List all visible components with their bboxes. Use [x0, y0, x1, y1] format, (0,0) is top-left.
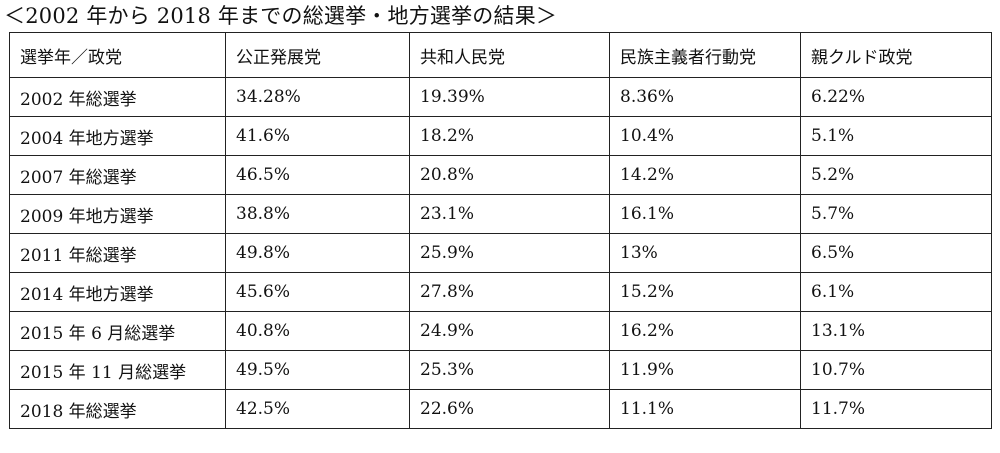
header-election-year: 選挙年／政党 [9, 32, 226, 78]
cell-chp: 25.9% [409, 233, 610, 273]
table-header: 選挙年／政党 公正発展党 共和人民党 民族主義者行動党 親クルド政党 [9, 32, 992, 78]
cell-chp: 24.9% [409, 311, 610, 351]
cell-chp: 23.1% [409, 194, 610, 234]
header-row: 選挙年／政党 公正発展党 共和人民党 民族主義者行動党 親クルド政党 [9, 32, 992, 78]
cell-pro-kurdish: 6.1% [800, 272, 992, 312]
table-row: 2002 年総選挙 34.28% 19.39% 8.36% 6.22% [9, 77, 992, 117]
cell-akp: 38.8% [225, 194, 410, 234]
cell-pro-kurdish: 6.22% [800, 77, 992, 117]
table-row: 2011 年総選挙 49.8% 25.9% 13% 6.5% [9, 233, 992, 273]
cell-chp: 27.8% [409, 272, 610, 312]
cell-pro-kurdish: 5.7% [800, 194, 992, 234]
cell-mhp: 14.2% [609, 155, 801, 195]
table-row: 2009 年地方選挙 38.8% 23.1% 16.1% 5.7% [9, 194, 992, 234]
table-row: 2007 年総選挙 46.5% 20.8% 14.2% 5.2% [9, 155, 992, 195]
cell-chp: 20.8% [409, 155, 610, 195]
cell-election: 2014 年地方選挙 [9, 272, 226, 312]
cell-election: 2002 年総選挙 [9, 77, 226, 117]
cell-akp: 49.8% [225, 233, 410, 273]
table-row: 2015 年 6 月総選挙 40.8% 24.9% 16.2% 13.1% [9, 311, 992, 351]
table-row: 2004 年地方選挙 41.6% 18.2% 10.4% 5.1% [9, 116, 992, 156]
cell-election: 2007 年総選挙 [9, 155, 226, 195]
cell-mhp: 16.1% [609, 194, 801, 234]
cell-chp: 22.6% [409, 389, 610, 429]
cell-chp: 25.3% [409, 350, 610, 390]
cell-pro-kurdish: 5.2% [800, 155, 992, 195]
header-chp: 共和人民党 [409, 32, 610, 78]
cell-pro-kurdish: 5.1% [800, 116, 992, 156]
table-row: 2015 年 11 月総選挙 49.5% 25.3% 11.9% 10.7% [9, 350, 992, 390]
cell-election: 2018 年総選挙 [9, 389, 226, 429]
cell-mhp: 11.9% [609, 350, 801, 390]
cell-mhp: 16.2% [609, 311, 801, 351]
cell-akp: 40.8% [225, 311, 410, 351]
cell-akp: 45.6% [225, 272, 410, 312]
cell-election: 2011 年総選挙 [9, 233, 226, 273]
cell-mhp: 13% [609, 233, 801, 273]
cell-mhp: 15.2% [609, 272, 801, 312]
cell-mhp: 11.1% [609, 389, 801, 429]
cell-election: 2015 年 6 月総選挙 [9, 311, 226, 351]
header-pro-kurdish: 親クルド政党 [800, 32, 992, 78]
cell-mhp: 8.36% [609, 77, 801, 117]
header-akp: 公正発展党 [225, 32, 410, 78]
cell-akp: 46.5% [225, 155, 410, 195]
cell-akp: 49.5% [225, 350, 410, 390]
table-caption: ＜2002 年から 2018 年までの総選挙・地方選挙の結果＞ [4, 4, 558, 28]
cell-mhp: 10.4% [609, 116, 801, 156]
cell-election: 2004 年地方選挙 [9, 116, 226, 156]
cell-election: 2009 年地方選挙 [9, 194, 226, 234]
election-results-table: 選挙年／政党 公正発展党 共和人民党 民族主義者行動党 親クルド政党 2002 … [9, 32, 992, 429]
cell-pro-kurdish: 6.5% [800, 233, 992, 273]
cell-pro-kurdish: 10.7% [800, 350, 992, 390]
cell-pro-kurdish: 13.1% [800, 311, 992, 351]
cell-chp: 19.39% [409, 77, 610, 117]
cell-chp: 18.2% [409, 116, 610, 156]
table-row: 2014 年地方選挙 45.6% 27.8% 15.2% 6.1% [9, 272, 992, 312]
cell-election: 2015 年 11 月総選挙 [9, 350, 226, 390]
cell-akp: 41.6% [225, 116, 410, 156]
cell-akp: 34.28% [225, 77, 410, 117]
table-row: 2018 年総選挙 42.5% 22.6% 11.1% 11.7% [9, 389, 992, 429]
cell-pro-kurdish: 11.7% [800, 389, 992, 429]
header-mhp: 民族主義者行動党 [609, 32, 801, 78]
table-body: 2002 年総選挙 34.28% 19.39% 8.36% 6.22% 2004… [9, 77, 992, 429]
cell-akp: 42.5% [225, 389, 410, 429]
